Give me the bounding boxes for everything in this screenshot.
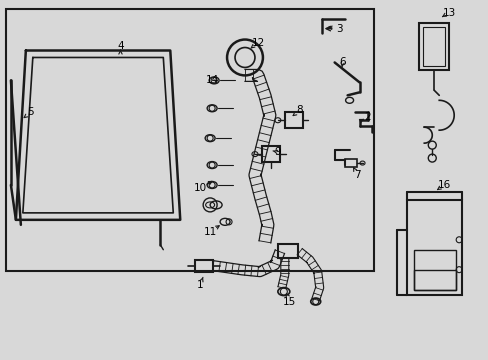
Text: 16: 16: [437, 180, 450, 190]
Bar: [344, 159, 356, 167]
Bar: [6, 9, 373, 271]
Text: 3: 3: [336, 24, 342, 33]
Text: 2: 2: [364, 112, 370, 122]
Bar: [195, 260, 213, 272]
Text: 8: 8: [296, 105, 303, 115]
Text: 10: 10: [193, 183, 206, 193]
Bar: [423, 27, 444, 67]
Bar: [277, 244, 297, 258]
Text: 1: 1: [197, 280, 203, 289]
Text: 12: 12: [251, 37, 264, 48]
Text: 7: 7: [353, 170, 360, 180]
Text: 14: 14: [205, 75, 218, 85]
Bar: [262, 146, 279, 162]
Bar: [285, 112, 302, 128]
Bar: [419, 23, 448, 71]
Text: 5: 5: [27, 107, 34, 117]
Text: 11: 11: [203, 227, 216, 237]
Bar: [413, 250, 455, 289]
Bar: [407, 200, 461, 294]
Text: 15: 15: [283, 297, 296, 306]
Text: 4: 4: [117, 41, 123, 50]
Text: 6: 6: [339, 58, 345, 67]
Text: 9: 9: [274, 147, 281, 157]
Text: 13: 13: [442, 8, 455, 18]
Bar: [413, 270, 455, 289]
